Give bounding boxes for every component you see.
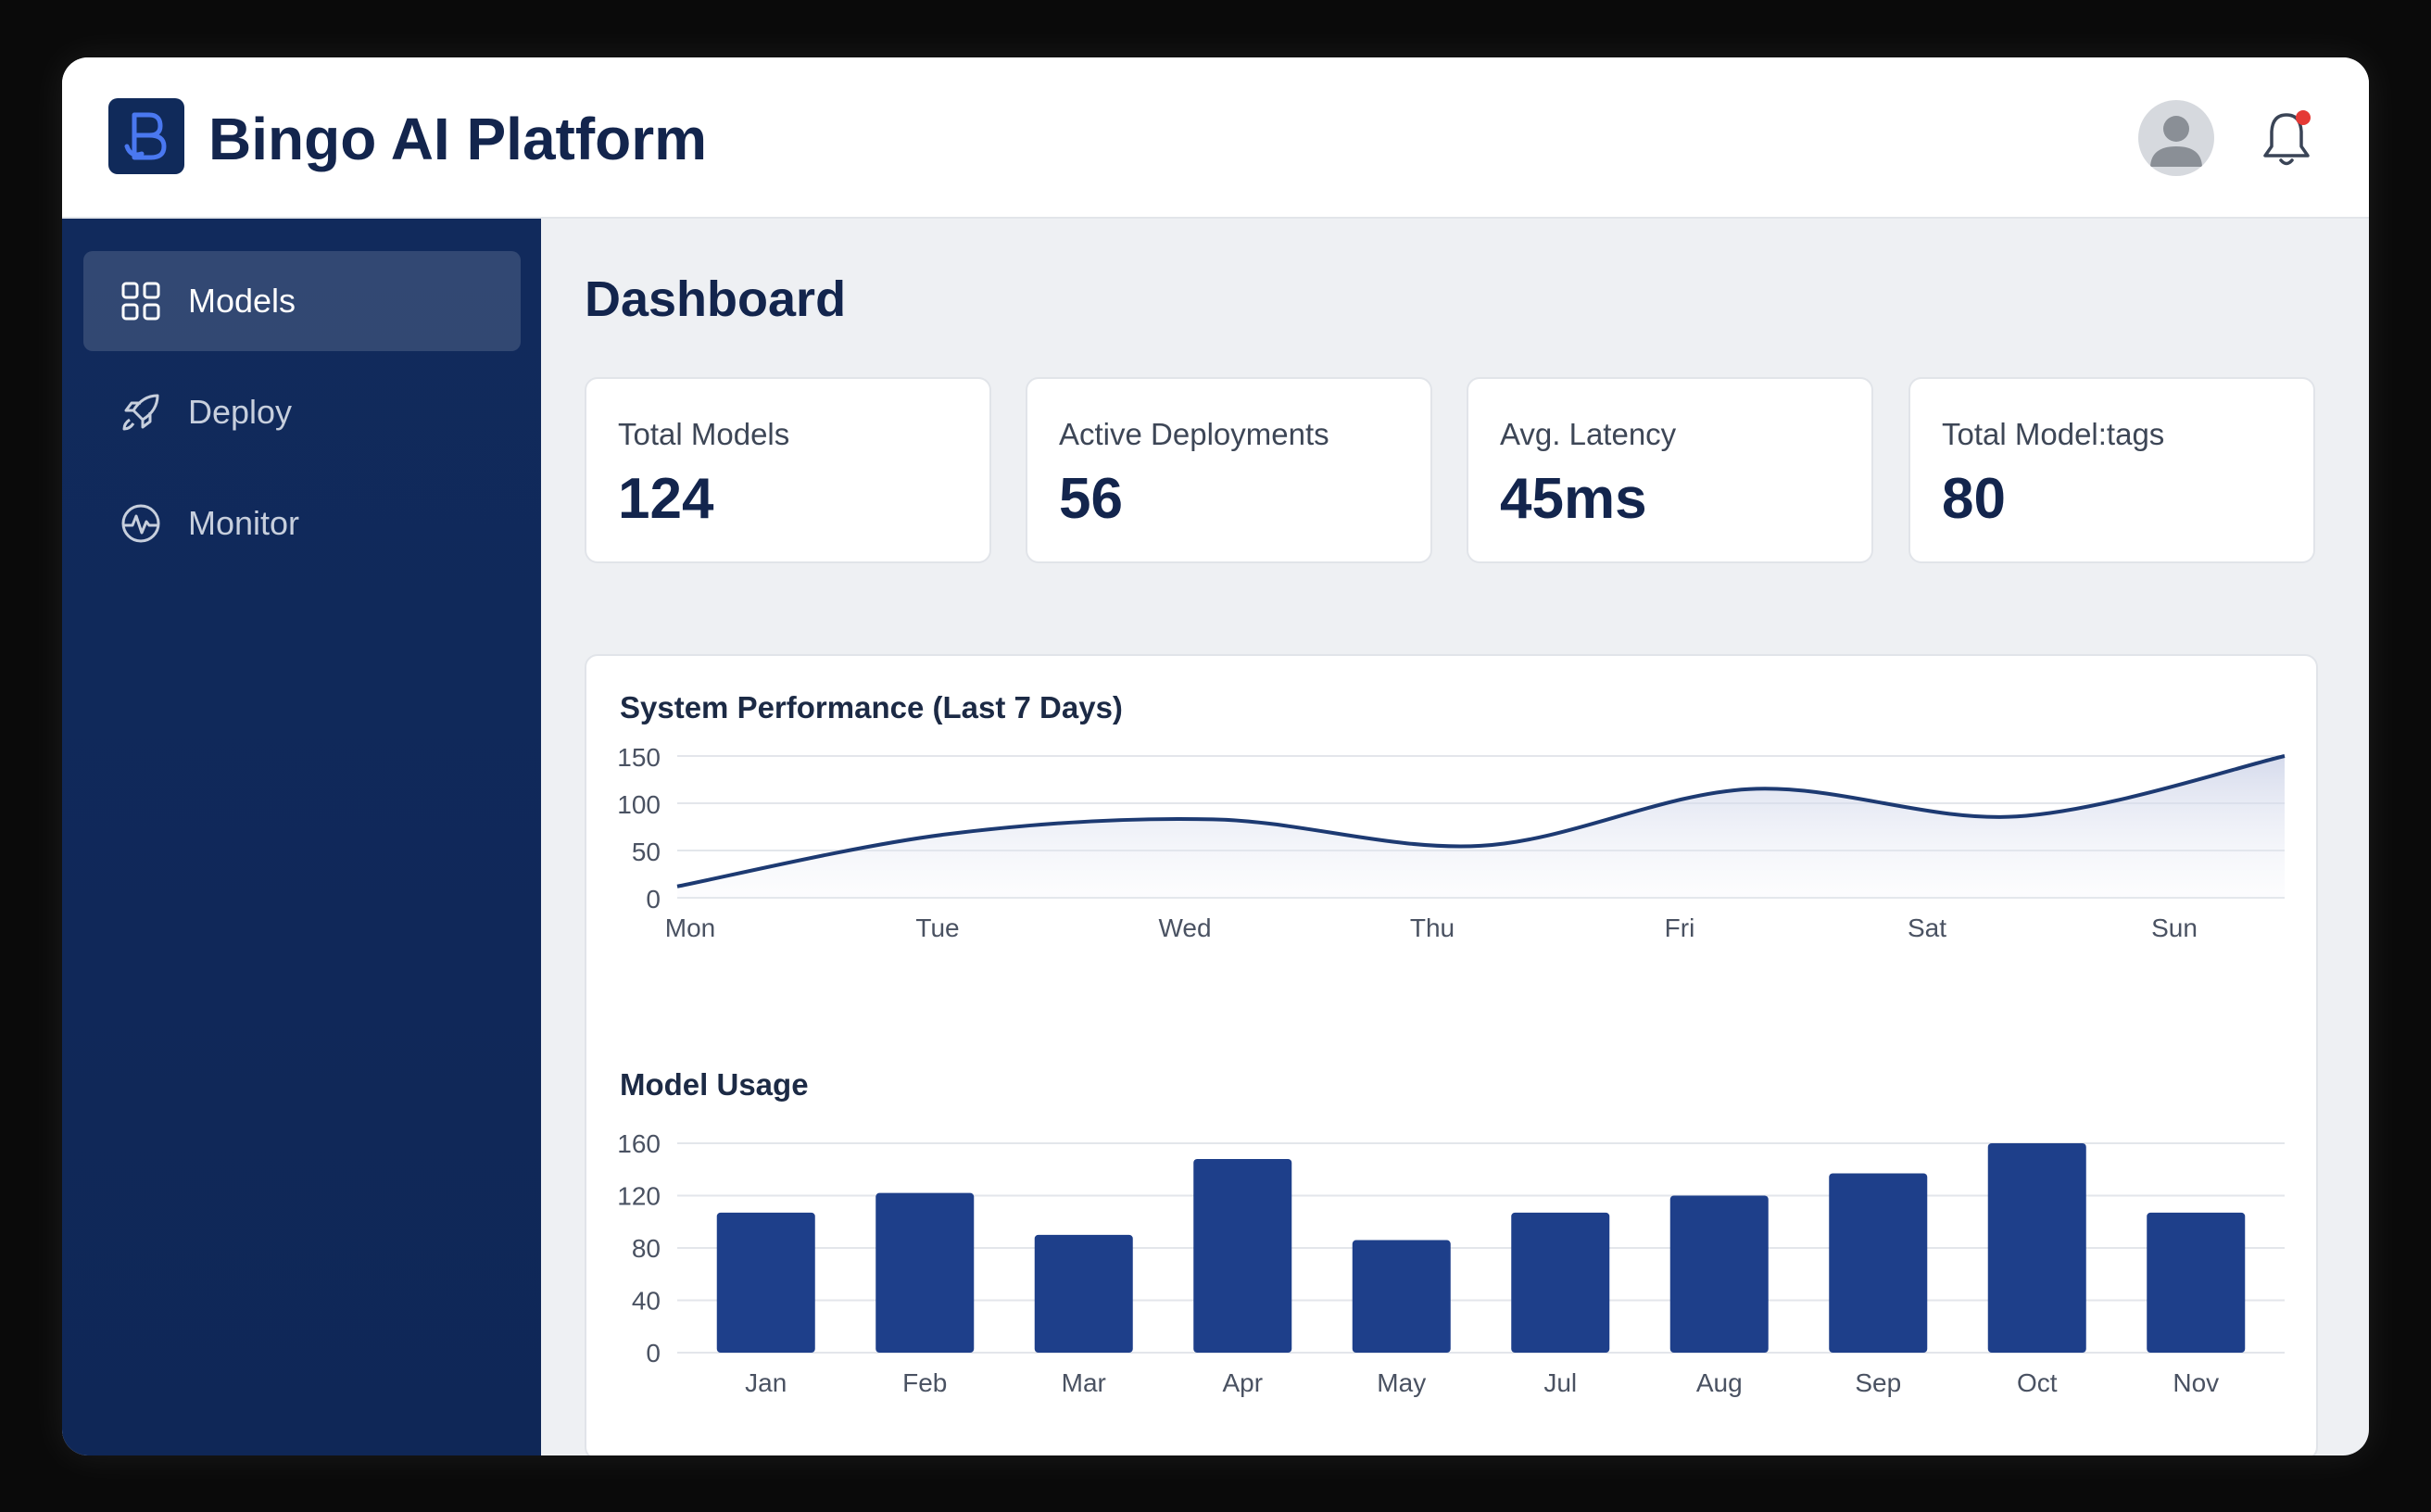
y-tick-label: 0 <box>646 1339 661 1367</box>
bar <box>1352 1240 1451 1353</box>
x-tick-label: Sep <box>1855 1368 1901 1397</box>
stat-card-total-model-tags: Total Model:tags 80 <box>1908 377 2315 563</box>
charts-panel: System Performance (Last 7 Days) 0 50 100 1… <box>585 654 2318 1455</box>
sidebar-item-label: Deploy <box>188 393 293 431</box>
y-tick-label: 40 <box>632 1287 661 1316</box>
bar <box>1034 1234 1133 1353</box>
x-tick-label: Mar <box>1062 1368 1106 1397</box>
grid-icon <box>120 281 161 321</box>
bar <box>1669 1195 1769 1353</box>
performance-chart-title: System Performance (Last 7 Days) <box>620 690 1123 724</box>
sidebar-item-deploy[interactable]: Deploy <box>83 362 521 462</box>
x-tick-label: Wed <box>1158 914 1211 942</box>
stat-label: Avg. Latency <box>1500 417 1677 451</box>
stat-value: 80 <box>1942 467 2006 531</box>
user-avatar-icon[interactable] <box>2138 100 2214 176</box>
top-bar: Bingo AI Platform <box>62 57 2369 219</box>
bar <box>875 1192 975 1353</box>
app-window: Bingo AI Platform <box>62 57 2369 1455</box>
stat-value: 56 <box>1059 467 1123 531</box>
x-tick-label: Feb <box>902 1368 947 1397</box>
x-tick-label: Sun <box>2151 914 2198 942</box>
x-tick-label: Fri <box>1665 914 1695 942</box>
x-tick-label: Mon <box>665 914 715 942</box>
sidebar-item-models[interactable]: Models <box>83 251 521 351</box>
main-content: Dashboard Total Models 124 Active Deploy… <box>541 219 2369 1455</box>
x-tick-label: Jan <box>745 1368 787 1397</box>
area-fill <box>677 756 2285 898</box>
stat-card-active-deployments: Active Deployments 56 <box>1026 377 1432 563</box>
app-title: Bingo AI Platform <box>208 106 708 172</box>
page-title: Dashboard <box>585 271 847 327</box>
x-tick-label: Tue <box>915 914 959 942</box>
x-tick-label: Sat <box>1908 914 1946 942</box>
stat-value: 124 <box>618 467 714 531</box>
bell-icon[interactable] <box>2256 106 2317 170</box>
x-tick-label: Aug <box>1696 1368 1743 1397</box>
y-tick-label: 50 <box>632 838 661 866</box>
bar <box>1193 1158 1292 1353</box>
performance-line-chart: 0 50 100 150 Mon Tue Wed Thu Fri Sat Sun <box>617 743 2286 942</box>
x-tick-label: May <box>1377 1368 1426 1397</box>
sidebar-item-label: Models <box>188 282 296 320</box>
y-tick-label: 80 <box>632 1234 661 1263</box>
notification-dot <box>2296 110 2311 125</box>
stat-value: 45ms <box>1500 467 1647 531</box>
stat-card-avg-latency: Avg. Latency 45ms <box>1467 377 1873 563</box>
bingo-logo-icon[interactable] <box>108 98 184 174</box>
y-tick-label: 160 <box>617 1129 661 1158</box>
pulse-icon <box>120 503 161 544</box>
stat-card-total-models: Total Models 124 <box>585 377 991 563</box>
x-tick-label: Jul <box>1543 1368 1577 1397</box>
y-tick-label: 120 <box>617 1182 661 1211</box>
x-tick-label: Apr <box>1222 1368 1263 1397</box>
stat-label: Total Model:tags <box>1942 417 2165 451</box>
x-tick-label: Thu <box>1410 914 1455 942</box>
sidebar-item-monitor[interactable]: Monitor <box>83 473 521 573</box>
sidebar-item-label: Monitor <box>188 504 300 542</box>
stat-label: Active Deployments <box>1059 417 1329 451</box>
usage-bar-chart: 0 40 80 120 160 Jan Feb Mar Apr May Jul Aug Sep Oct No… <box>617 1129 2285 1397</box>
bar <box>2147 1212 2246 1353</box>
bar <box>1511 1212 1610 1353</box>
y-tick-label: 0 <box>646 885 661 914</box>
y-tick-label: 100 <box>617 790 661 819</box>
x-tick-label: Oct <box>2017 1368 2058 1397</box>
stat-label: Total Models <box>618 417 790 451</box>
bar <box>1987 1143 2086 1353</box>
x-tick-label: Nov <box>2173 1368 2219 1397</box>
rocket-icon <box>120 392 161 433</box>
y-tick-label: 150 <box>617 743 661 772</box>
usage-chart-title: Model Usage <box>620 1067 809 1102</box>
bar <box>1829 1173 1928 1353</box>
bar <box>716 1212 815 1353</box>
sidebar: Models Deploy Monitor <box>62 219 541 1455</box>
